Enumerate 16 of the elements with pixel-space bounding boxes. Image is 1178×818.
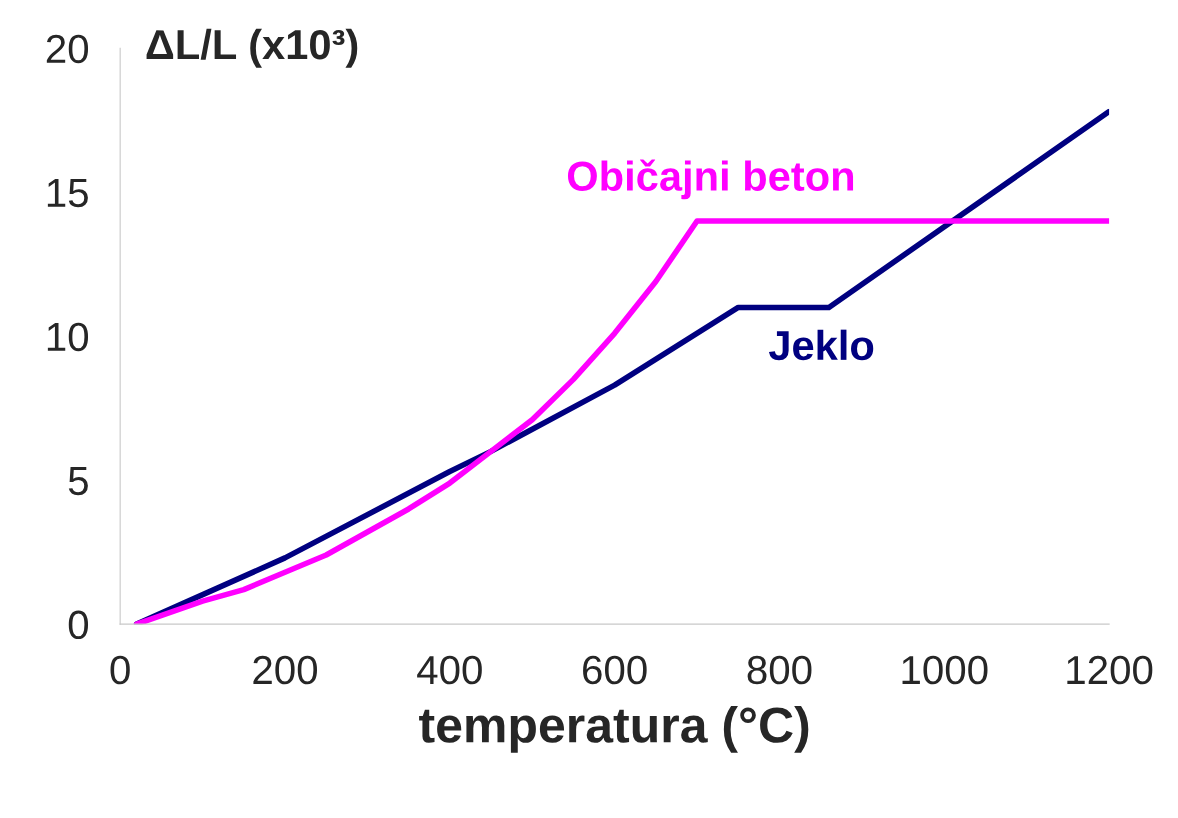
x-tick-label: 0: [110, 655, 130, 685]
x-tick-label: 1000: [902, 655, 988, 685]
y-tick-label: 10: [47, 322, 89, 352]
x-tick-label: 1200: [1067, 655, 1153, 685]
y-axis-title: ΔL/L (x10³): [146, 28, 358, 68]
x-tick-label: 200: [253, 655, 318, 685]
x-axis-title: temperatura (°C): [419, 706, 809, 753]
y-tick-label: 15: [47, 179, 88, 208]
x-tick-label: 800: [747, 655, 812, 685]
y-tick-label: 5: [68, 467, 88, 496]
series-label: Jeklo: [768, 329, 874, 361]
series-label: Običajni beton: [567, 159, 854, 200]
y-tick-label: 0: [68, 610, 89, 640]
x-tick-label: 400: [417, 655, 482, 685]
y-tick-label: 20: [46, 34, 89, 64]
x-tick-label: 600: [583, 655, 647, 685]
